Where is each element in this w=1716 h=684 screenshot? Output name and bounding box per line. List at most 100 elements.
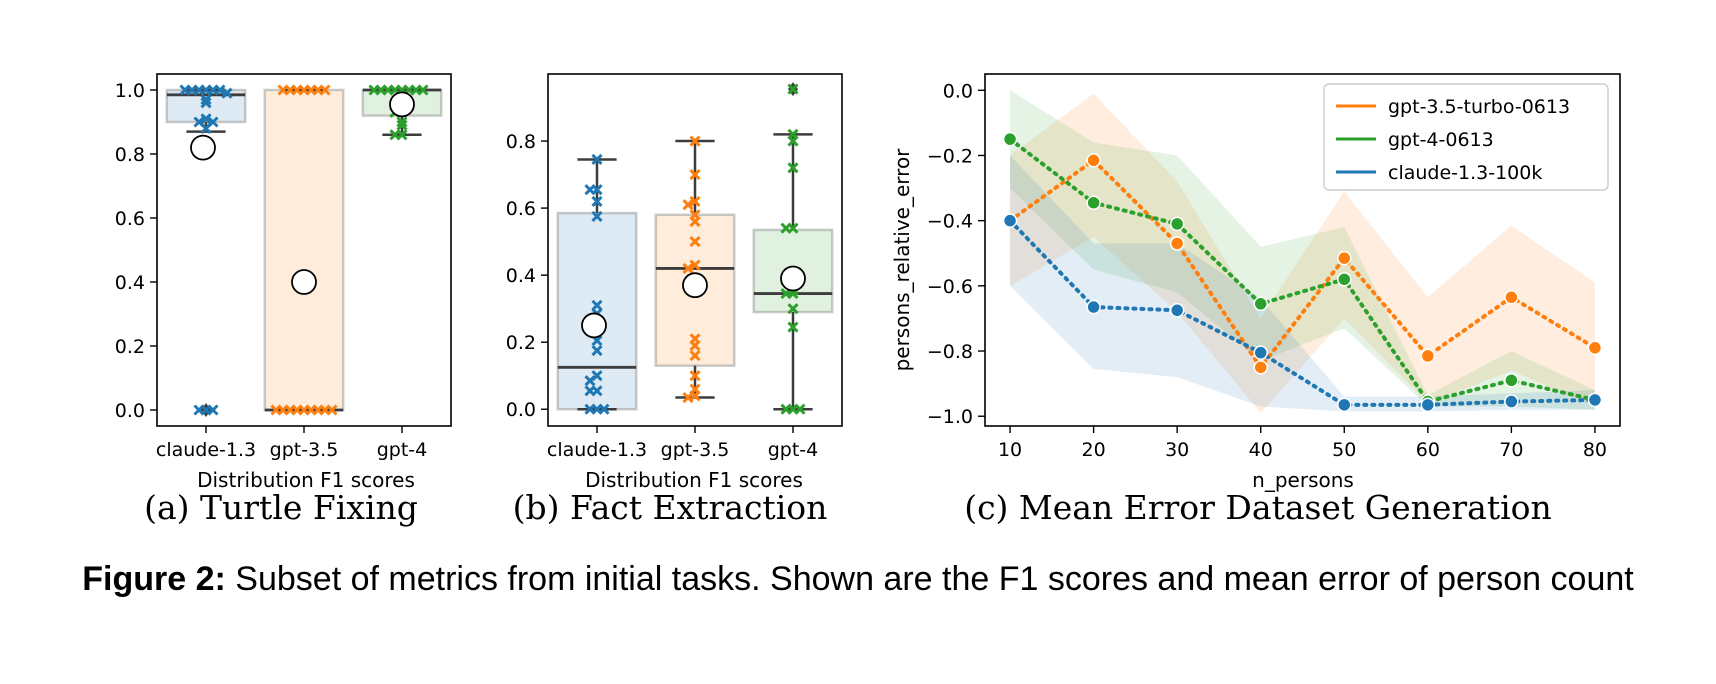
panel-b-point-gpt-3.5 — [689, 195, 701, 207]
panel-b-point-gpt-3.5 — [689, 259, 701, 271]
panel-a-point-claude-1.3 — [179, 84, 191, 96]
panel-c-xtick-label: 30 — [1165, 439, 1189, 461]
panel-c-point-gpt-3.5-turbo-0613 — [1337, 250, 1352, 266]
panel-b-xtick-label: gpt-4 — [768, 439, 819, 461]
panel-c-line-gpt-3.5-turbo-0613 — [1008, 157, 1597, 371]
panel-b-ytick-label: 0.0 — [506, 399, 536, 421]
panel-a-point-gpt-3.5 — [319, 84, 331, 96]
panel-c-point-gpt-4-0613 — [1086, 195, 1101, 210]
panel-b-point-claude-1.3 — [591, 195, 603, 207]
panel-b-point-claude-1.3 — [591, 210, 603, 223]
panel-a-point-gpt-3.5 — [270, 404, 282, 416]
panel-b-point-gpt-3.5 — [682, 199, 694, 211]
panel-b-ytick-label: 0.6 — [506, 198, 536, 220]
panel-b-point-claude-1.3 — [584, 385, 596, 397]
panel-c-xtick-label: 80 — [1583, 439, 1607, 461]
panel-a-mean-marker-gpt-4 — [389, 91, 415, 118]
panel-a-mean-marker-claude-1.3 — [190, 134, 216, 161]
panel-b-point-claude-1.3 — [591, 153, 603, 166]
panel-b-point-claude-1.3 — [584, 403, 596, 415]
panel-c-line-gpt-4-0613 — [1008, 137, 1597, 404]
panel-c-ytick-label: −1.0 — [927, 406, 973, 428]
panel-c-point-gpt-3.5-turbo-0613 — [1169, 236, 1185, 251]
panel-a-point-claude-1.3 — [200, 122, 212, 134]
figure-caption-text: Subset of metrics from initial tasks. Sh… — [235, 560, 1634, 598]
panel-c-ytick-label: −0.6 — [927, 276, 973, 298]
panel-c-caption: (c) Mean Error Dataset Generation — [964, 488, 1552, 527]
panel-b-ytick-label: 0.4 — [506, 265, 536, 287]
panel-c-band-claude-1.3-100k — [1010, 155, 1595, 412]
panel-c-legend — [1323, 83, 1609, 191]
panel-b-point-gpt-4 — [787, 83, 799, 95]
panel-a-mean-marker-gpt-3.5 — [291, 269, 317, 295]
panel-c-point-gpt-3.5-turbo-0613 — [1504, 290, 1519, 305]
panel-c-line-chart: (c) Mean Error Dataset Generation n_pers… — [890, 73, 1621, 527]
panel-a-point-claude-1.3 — [200, 97, 212, 109]
panel-a-box-gpt-3.5 — [263, 88, 345, 412]
panel-b-point-claude-1.3 — [591, 299, 603, 311]
panel-a-point-gpt-4 — [417, 84, 429, 96]
panel-b-point-gpt-4 — [780, 403, 792, 415]
panel-c-point-gpt-3.5-turbo-0613 — [1086, 153, 1101, 168]
panel-b-caption: (b) Fact Extraction — [513, 488, 828, 527]
panel-a-point-gpt-4 — [396, 119, 408, 131]
panel-c-ytick-label: −0.8 — [927, 341, 973, 363]
panel-a-point-gpt-3.5 — [326, 404, 338, 416]
panel-c-point-claude-1.3-100k — [1086, 299, 1101, 315]
panel-c-point-gpt-4-0613 — [1337, 272, 1352, 287]
panel-a-box-chart: (a) Turtle Fixing Distribution F1 scores… — [115, 73, 452, 527]
panel-a-caption: (a) Turtle Fixing — [144, 488, 418, 527]
panel-c-legend-label: gpt-4-0613 — [1388, 129, 1494, 151]
panel-c-point-claude-1.3-100k — [1002, 213, 1018, 228]
panel-b-point-gpt-4 — [794, 403, 806, 415]
panel-c-xtick-label: 10 — [998, 439, 1022, 461]
panel-b-xtick-label: gpt-3.5 — [661, 439, 730, 461]
panel-c-point-claude-1.3-100k — [1169, 303, 1185, 318]
panel-c-ytick-label: −0.4 — [927, 211, 973, 233]
panel-b-point-gpt-3.5 — [689, 350, 701, 362]
panel-c-point-gpt-3.5-turbo-0613 — [1420, 348, 1436, 364]
panel-c-ytick-label: 0.0 — [943, 80, 973, 102]
panel-c-xtick-label: 50 — [1332, 439, 1356, 461]
panel-b-point-gpt-4 — [787, 135, 799, 147]
panel-c-point-gpt-4-0613 — [1002, 131, 1018, 147]
panel-a-point-gpt-4 — [396, 116, 408, 128]
panel-c-xtick-label: 40 — [1249, 439, 1273, 461]
panel-a-xlabel: Distribution F1 scores — [197, 468, 415, 492]
panel-b-point-gpt-3.5 — [689, 169, 701, 181]
panel-c-point-claude-1.3-100k — [1253, 345, 1268, 360]
panel-c-point-claude-1.3-100k — [1337, 397, 1352, 413]
panel-c-point-gpt-4-0613 — [1504, 373, 1519, 388]
panel-a-xtick-label: gpt-4 — [377, 439, 428, 461]
panel-c-xlabel: n_persons — [1252, 468, 1354, 492]
panel-b-xlabel: Distribution F1 scores — [585, 468, 803, 492]
panel-b-point-gpt-3.5 — [689, 215, 701, 228]
panel-c-line-claude-1.3-100k — [1008, 218, 1597, 407]
panel-c-legend-label: claude-1.3-100k — [1388, 162, 1542, 184]
panel-c-point-claude-1.3-100k — [1587, 392, 1603, 408]
panel-b-point-gpt-4 — [787, 162, 799, 174]
panel-a-point-claude-1.3 — [214, 84, 226, 96]
panel-b-ytick-label: 0.8 — [506, 131, 536, 153]
panel-c-point-claude-1.3-100k — [1420, 397, 1436, 413]
panel-b-point-claude-1.3 — [584, 375, 596, 387]
panel-a-point-claude-1.3 — [193, 404, 205, 416]
figure-canvas: (a) Turtle Fixing Distribution F1 scores… — [115, 73, 1621, 527]
panel-c-xtick-label: 70 — [1499, 439, 1523, 461]
figure-label: Figure 2: — [82, 560, 226, 598]
panel-a-point-claude-1.3 — [221, 87, 233, 99]
panel-a-point-claude-1.3 — [200, 113, 212, 125]
panel-a-point-gpt-3.5 — [277, 84, 289, 96]
panel-b-point-claude-1.3 — [598, 403, 610, 415]
panel-c-ylabel: persons_relative_error — [890, 148, 914, 372]
panel-c-point-gpt-3.5-turbo-0613 — [1587, 340, 1603, 356]
panel-b-point-gpt-4 — [780, 222, 792, 234]
panel-a-point-gpt-4 — [389, 129, 401, 141]
panel-a-ytick-label: 0.8 — [115, 144, 145, 166]
panel-b-mean-marker-claude-1.3 — [581, 312, 607, 339]
panel-c-legend-label: gpt-3.5-turbo-0613 — [1388, 96, 1570, 118]
panel-b-point-gpt-4 — [787, 321, 799, 333]
panel-a-point-gpt-4 — [368, 84, 380, 96]
panel-b-point-gpt-3.5 — [689, 135, 701, 147]
panel-b-box-chart: (b) Fact Extraction Distribution F1 scor… — [506, 73, 843, 527]
